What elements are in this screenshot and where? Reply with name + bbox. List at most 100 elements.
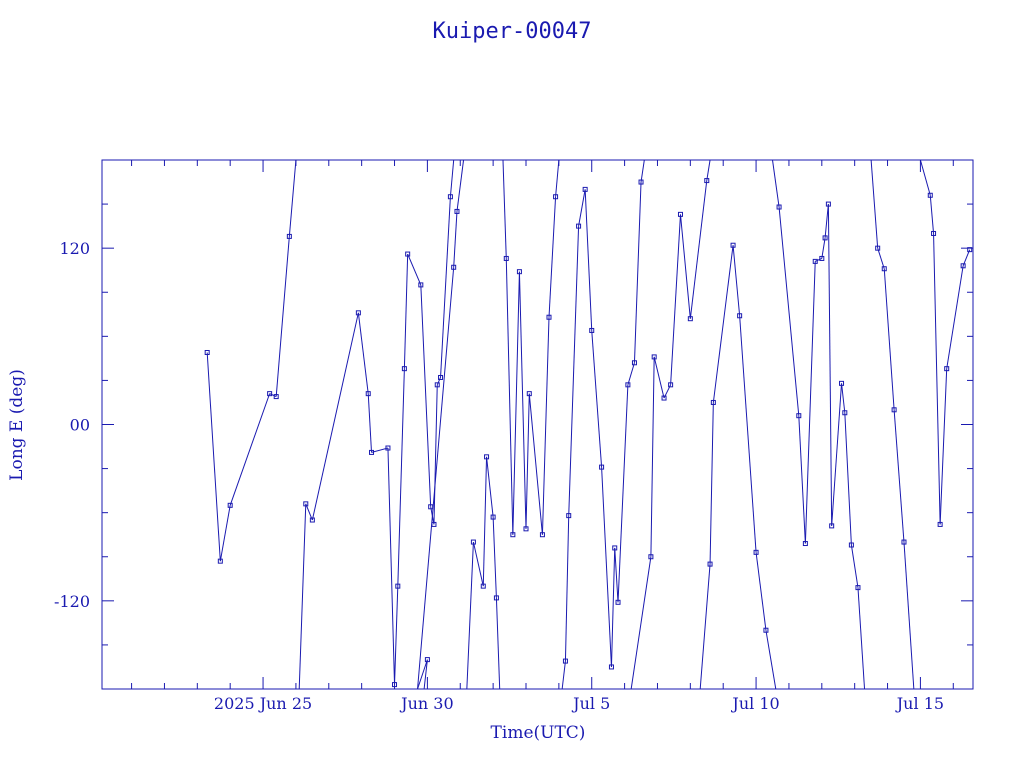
series-segment <box>367 393 373 453</box>
data-point <box>589 327 595 333</box>
series-segment <box>495 597 501 690</box>
data-point <box>484 454 490 460</box>
series-segment <box>679 214 691 319</box>
series-segment <box>633 182 642 363</box>
data-point <box>648 554 654 560</box>
data-point <box>204 349 210 355</box>
data-point <box>418 282 424 288</box>
series-segment <box>617 384 629 603</box>
series-segment <box>670 214 681 385</box>
series-segment <box>541 317 550 535</box>
series-segment <box>548 196 557 318</box>
data-point <box>355 310 361 316</box>
series-segment <box>206 352 221 562</box>
series-segment <box>939 368 948 525</box>
data-point <box>566 513 572 519</box>
data-point <box>704 178 710 184</box>
series-segment <box>492 517 497 598</box>
data-point <box>227 502 233 508</box>
data-point <box>891 407 897 413</box>
series-segment <box>798 415 806 544</box>
series-segment <box>505 258 514 535</box>
series-segment <box>706 159 711 181</box>
series-segment <box>528 393 543 535</box>
x-tick-label: Jul 10 <box>730 694 779 713</box>
series-segment <box>893 409 905 543</box>
series-segment <box>555 159 560 197</box>
series-segment <box>417 267 455 690</box>
series-segment <box>420 284 432 507</box>
data-point <box>309 517 315 523</box>
data-point <box>395 583 401 589</box>
data-point <box>825 201 831 207</box>
series-segment <box>591 330 603 468</box>
series-segment <box>821 237 826 259</box>
series-segment <box>357 312 369 394</box>
data-point <box>796 413 802 419</box>
series-segment <box>962 249 971 266</box>
data-point <box>802 541 808 547</box>
series-segment <box>815 257 823 262</box>
data-point <box>217 558 223 564</box>
data-point <box>369 449 375 455</box>
data-point <box>677 211 683 217</box>
series-segment <box>601 467 612 667</box>
series-segment <box>397 368 405 587</box>
series-segment <box>440 196 451 378</box>
series-line <box>206 159 971 690</box>
data-point <box>612 545 618 551</box>
data-point <box>503 255 509 261</box>
data-point <box>822 235 828 241</box>
data-point <box>273 394 279 400</box>
data-point <box>385 445 391 451</box>
data-point <box>839 380 845 386</box>
series-segment <box>739 315 757 553</box>
series-segment <box>929 195 935 234</box>
data-point <box>651 354 657 360</box>
series-segment <box>610 547 616 667</box>
data-point <box>539 532 545 538</box>
series-segment <box>689 180 708 319</box>
data-point <box>438 374 444 380</box>
series-segment <box>946 265 964 369</box>
data-point <box>523 526 529 532</box>
data-point <box>881 266 887 272</box>
series-segment <box>827 204 833 526</box>
series-segment <box>394 586 399 685</box>
data-point <box>710 399 716 405</box>
data-point <box>931 230 937 236</box>
data-point <box>428 504 434 510</box>
series-segment <box>831 383 843 526</box>
series-segment <box>933 233 941 525</box>
data-point <box>819 255 825 261</box>
x-tick-label: Jul 15 <box>895 694 944 713</box>
series-segment <box>778 206 800 416</box>
data-point <box>829 523 835 529</box>
data-point <box>608 664 614 670</box>
data-point <box>424 657 430 663</box>
data-point <box>526 391 532 397</box>
data-point <box>842 410 848 416</box>
data-point <box>470 539 476 545</box>
series-segment <box>466 542 474 690</box>
data-point <box>401 366 407 372</box>
data-point <box>493 595 499 601</box>
x-tick-label: 2025 Jun 25 <box>214 694 312 713</box>
data-point <box>286 233 292 239</box>
series-segment <box>564 515 570 662</box>
data-point <box>901 539 907 545</box>
series-segment <box>298 503 307 690</box>
data-point <box>631 360 637 366</box>
data-point <box>392 682 398 688</box>
series-segment <box>630 556 652 690</box>
y-tick-label: -120 <box>54 592 90 611</box>
series-segment <box>841 383 846 413</box>
series-markers <box>204 178 973 688</box>
series-segment <box>561 661 566 690</box>
series-segment <box>640 159 645 183</box>
series-segment <box>417 659 428 690</box>
data-point <box>625 382 631 388</box>
series-segment <box>407 253 422 286</box>
series-segment <box>844 412 852 546</box>
